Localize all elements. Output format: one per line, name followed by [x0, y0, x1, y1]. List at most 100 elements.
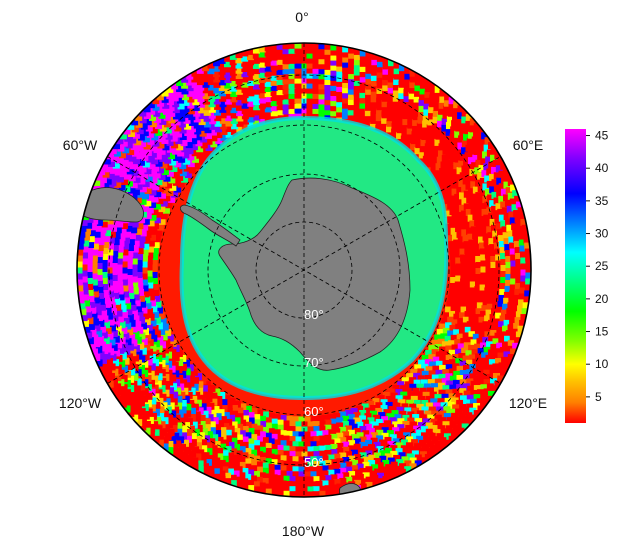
field-cell [477, 197, 485, 205]
field-cell [449, 195, 457, 203]
field-cell [342, 96, 350, 104]
field-cell [353, 63, 361, 71]
field-cell [264, 49, 272, 57]
field-cell [112, 173, 120, 181]
field-cell [138, 177, 146, 185]
field-cell [270, 489, 278, 497]
field-cell [300, 101, 308, 109]
field-cell [438, 101, 446, 109]
field-cell [230, 127, 238, 135]
field-cell [451, 397, 459, 405]
field-cell [478, 316, 486, 324]
field-cell [137, 190, 145, 198]
field-cell [191, 383, 199, 391]
field-cell [103, 157, 111, 165]
field-cell [208, 427, 216, 435]
field-cell [330, 68, 338, 76]
field-cell [255, 435, 263, 443]
field-cell [341, 111, 349, 119]
field-cell [336, 54, 344, 62]
field-cell [139, 423, 147, 431]
field-cell [191, 69, 199, 77]
field-cell [460, 272, 468, 280]
field-cell [312, 436, 320, 444]
field-cell [224, 54, 232, 62]
field-cell [208, 83, 216, 91]
field-cell [261, 426, 269, 434]
field-cell [462, 408, 470, 416]
field-cell [101, 246, 109, 254]
field-cell [145, 358, 153, 366]
field-cell [476, 210, 484, 218]
field-cell [514, 247, 522, 255]
field-cell [486, 364, 494, 372]
field-cell [198, 414, 206, 422]
field-cell [387, 108, 395, 116]
field-cell [402, 112, 410, 120]
field-cell [464, 170, 472, 178]
field-cell [276, 98, 284, 106]
colorbar-tick-label: 35 [595, 194, 609, 208]
field-cell [124, 134, 132, 142]
field-cell [105, 272, 113, 280]
field-cell [168, 195, 176, 203]
field-cell [294, 421, 302, 429]
field-cell [353, 427, 361, 435]
field-cell [291, 466, 299, 474]
field-cell [258, 446, 266, 454]
field-cell [427, 379, 435, 387]
field-cell [188, 113, 196, 121]
field-cell [119, 132, 127, 140]
field-cell [342, 415, 350, 423]
field-cell [100, 162, 108, 170]
field-cell [241, 112, 249, 120]
field-cell [204, 126, 212, 134]
field-cell [428, 370, 436, 378]
field-cell [261, 467, 269, 475]
field-cell [141, 370, 149, 378]
colorbar-tick-label: 30 [595, 227, 609, 241]
field-cell [151, 195, 159, 203]
field-cell [285, 415, 293, 423]
field-cell [480, 222, 488, 230]
field-cell [119, 305, 127, 313]
field-cell [288, 43, 296, 49]
field-cell [291, 441, 299, 449]
field-cell [474, 250, 482, 258]
field-cell [517, 227, 525, 235]
field-cell [227, 425, 235, 433]
field-cell [470, 143, 478, 151]
field-cell [499, 246, 507, 254]
field-cell [270, 443, 278, 451]
field-cell [487, 194, 495, 202]
field-cell [490, 378, 498, 386]
field-cell [241, 70, 249, 78]
field-cell [147, 101, 155, 109]
field-cell [132, 239, 140, 247]
field-cell [270, 43, 278, 51]
field-cell [423, 383, 431, 391]
field-cell [350, 423, 358, 431]
field-cell [115, 309, 123, 317]
field-cell [321, 465, 329, 473]
field-cell [294, 46, 302, 54]
field-cell [145, 257, 153, 265]
field-cell [428, 344, 436, 352]
field-cell [348, 440, 356, 448]
field-cell [171, 361, 179, 369]
colorbar-tick-label: 15 [595, 325, 609, 339]
field-cell [171, 444, 179, 452]
field-cell [434, 378, 442, 386]
field-cell [185, 418, 193, 426]
lon-label-upper-left: 60°W [63, 137, 98, 153]
field-cell [404, 387, 412, 395]
field-cell [406, 133, 414, 141]
field-cell [115, 275, 123, 283]
field-cell [224, 103, 232, 111]
field-cell [149, 344, 157, 352]
field-cell [520, 263, 528, 271]
field-cell [359, 106, 367, 114]
field-cell [96, 285, 104, 293]
field-cell [247, 68, 255, 76]
